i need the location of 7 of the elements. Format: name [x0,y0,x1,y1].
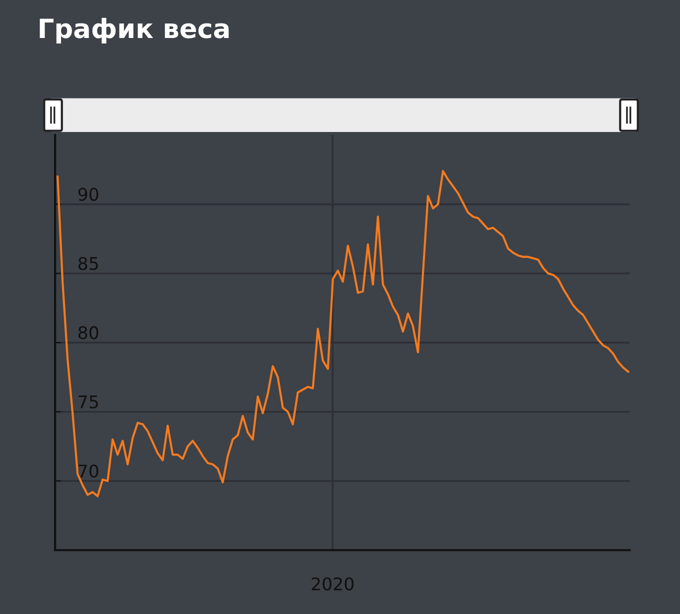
y-tick-label: 75 [78,396,98,408]
chart-title: График веса [40,18,229,44]
y-tick-label: 90 [78,188,98,201]
y-tick-label: 70 [78,464,98,478]
y-tick-label: 80 [78,326,98,340]
y-tick-label: 85 [78,256,98,270]
text: 2020 [312,577,354,590]
